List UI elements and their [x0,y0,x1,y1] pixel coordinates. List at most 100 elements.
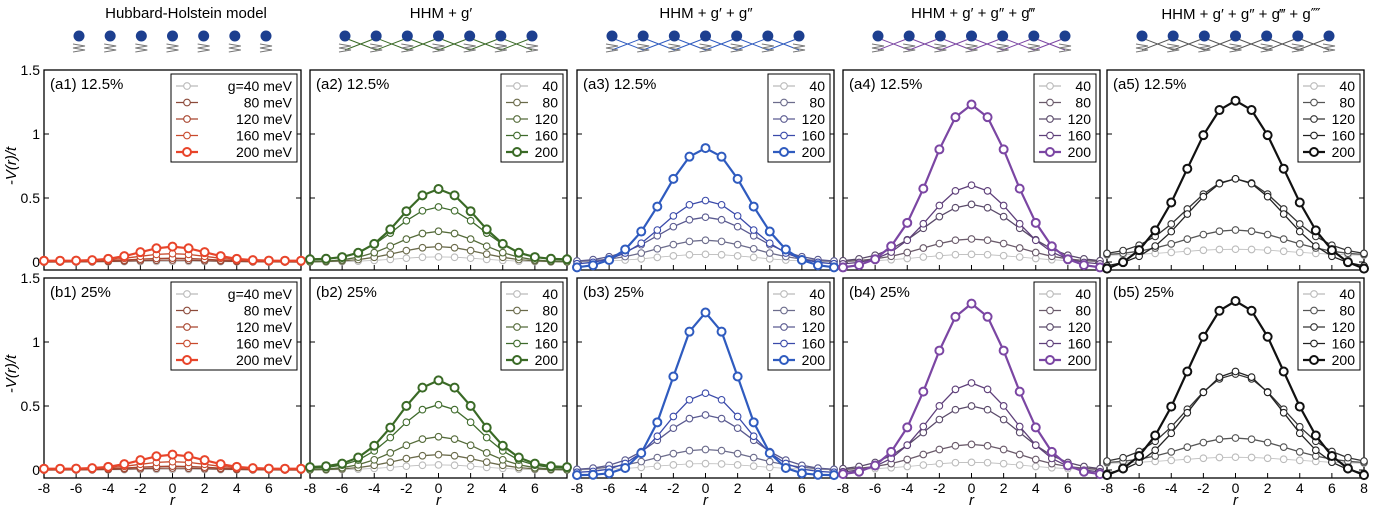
atom-icon [872,30,884,42]
data-point [604,468,615,479]
data-point [401,206,412,217]
y-tick-label: 1.5 [21,62,41,78]
legend-label: 80 [1075,303,1091,319]
data-point [637,457,646,466]
data-point [733,252,742,260]
data-point [717,395,726,404]
legend-marker [780,115,788,123]
data-point [999,402,1008,410]
data-point [701,213,710,222]
legend-marker [780,323,788,331]
x-axis-label: r [170,492,176,508]
data-point [838,262,848,273]
panel-label: (b5) 25% [1113,284,1174,301]
y-tick-label: 0.5 [21,190,41,206]
data-point [1166,197,1177,208]
lattice-illustration [338,30,539,53]
legend-label: 120 [1332,319,1356,335]
data-point [765,457,774,466]
data-point [337,458,348,469]
data-point [450,229,459,238]
data-point [1199,230,1208,239]
data-point [685,250,694,259]
legend-label: 160 [1068,336,1092,352]
data-point [450,243,459,252]
data-point [481,224,492,235]
data-point [1167,240,1176,248]
data-point [418,405,427,414]
x-tick-label: -8 [571,480,584,496]
data-point [765,249,774,257]
atom-icon [1167,30,1179,42]
data-point [653,244,662,253]
data-point [685,446,694,455]
x-tick-label: 0 [968,480,976,496]
data-point [305,254,315,265]
panel-label: (b4) 25% [849,284,910,301]
column-title-hhm: Hubbard-Holstein model [105,5,267,22]
data-point [119,459,130,470]
legend-box [1297,73,1361,163]
data-point [1199,246,1208,255]
bond-line [940,37,972,51]
data-point [1295,248,1304,257]
bond-line [500,37,533,51]
data-point [466,462,475,471]
legend-label: 200 meV [236,144,293,160]
legend-label: 160 [1068,128,1092,144]
data-point [1311,446,1320,455]
data-point [465,400,476,411]
data-point [796,468,807,479]
panel-label: (a5) 12.5% [1113,76,1186,93]
data-point [481,422,492,433]
data-point [1247,179,1256,188]
bond-line [971,37,1003,51]
spring-icon [871,43,885,53]
data-point [1263,230,1272,239]
legend-marker [183,98,191,107]
legend-marker [182,355,192,365]
spring-icon [668,43,681,53]
legend-label: 200 [535,352,559,368]
data-point [402,418,411,427]
data-point [701,411,710,419]
data-point [1046,241,1057,252]
x-tick-label: -6 [70,480,83,496]
data-point [497,238,508,249]
legend-label: 160 [1332,336,1356,352]
data-point [838,469,848,480]
bond-line [642,37,675,51]
spring-icon [1027,43,1040,53]
legend-marker [513,306,521,315]
data-point [1279,210,1288,218]
atom-icon [135,30,147,42]
spring-icon [605,43,619,53]
legend-marker [1310,306,1318,315]
data-point [903,248,912,257]
data-point [529,458,540,469]
data-point [918,386,929,397]
data-point [951,187,960,195]
data-point [296,463,306,474]
data-point [983,187,992,195]
x-tick-label: 4 [766,480,774,496]
data-point [1167,248,1176,257]
data-point [967,181,976,190]
data-point [854,260,865,271]
data-point [934,144,945,155]
data-point [919,450,928,459]
bond-line [1141,37,1174,51]
data-point [1247,435,1256,444]
data-point [854,466,865,477]
data-point [1031,441,1040,449]
data-point [1182,366,1193,377]
legend-label: 120 [802,319,826,335]
atom-icon [339,30,351,42]
x-tick-label: -6 [1133,480,1146,496]
data-point [482,250,491,258]
spring-icon [996,43,1009,53]
x-tick-label: 6 [531,480,539,496]
bond-line [877,37,910,51]
data-point [668,371,679,382]
